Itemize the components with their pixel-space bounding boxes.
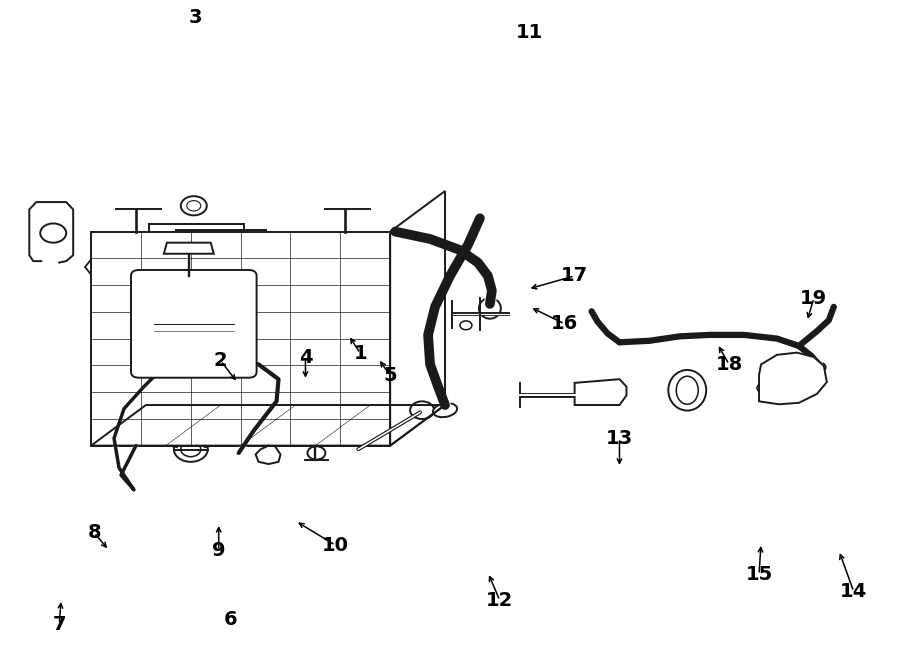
Text: 2: 2 [214, 351, 228, 370]
Text: 10: 10 [322, 535, 349, 555]
Ellipse shape [479, 298, 500, 319]
FancyBboxPatch shape [131, 270, 256, 377]
Polygon shape [759, 352, 827, 405]
Text: 8: 8 [87, 524, 101, 542]
Circle shape [174, 437, 208, 462]
Text: 15: 15 [745, 565, 773, 584]
Text: 11: 11 [516, 23, 544, 42]
Circle shape [757, 383, 771, 393]
Polygon shape [91, 231, 391, 446]
Text: 1: 1 [354, 344, 367, 363]
Text: 12: 12 [486, 591, 514, 610]
Text: 18: 18 [716, 355, 742, 374]
Text: 16: 16 [551, 315, 579, 333]
Circle shape [577, 387, 592, 399]
Text: 17: 17 [561, 266, 589, 286]
Circle shape [91, 261, 107, 273]
Circle shape [812, 362, 826, 373]
Text: 19: 19 [800, 288, 827, 307]
Circle shape [460, 321, 472, 330]
Circle shape [187, 50, 205, 63]
Ellipse shape [669, 370, 707, 410]
Text: 13: 13 [606, 429, 633, 447]
Text: 7: 7 [52, 615, 66, 634]
Circle shape [308, 446, 326, 459]
Text: 9: 9 [212, 541, 226, 560]
Text: 6: 6 [224, 609, 238, 629]
Text: 14: 14 [840, 582, 868, 602]
Ellipse shape [433, 403, 457, 417]
Polygon shape [574, 379, 626, 405]
Circle shape [410, 401, 434, 419]
Text: 3: 3 [189, 8, 202, 27]
Circle shape [40, 223, 67, 243]
Text: 5: 5 [383, 366, 397, 385]
Text: 4: 4 [299, 348, 312, 367]
Polygon shape [164, 243, 213, 254]
